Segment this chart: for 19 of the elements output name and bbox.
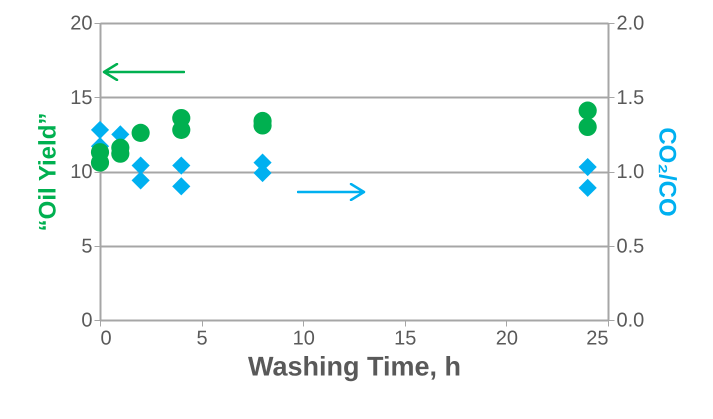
x-tick-label: 15: [394, 328, 416, 350]
x-axis-title: Washing Time, h: [248, 352, 462, 382]
y-tick-label: 10: [70, 161, 92, 183]
y-tick-label: 15: [70, 86, 92, 109]
y2-tick-label: 0.0: [616, 310, 644, 332]
y-tick-label: 0: [81, 310, 92, 332]
y-tick-label: 5: [81, 235, 92, 258]
x-tick-label: 0: [100, 328, 112, 350]
x-tick-label: 10: [292, 328, 315, 350]
y-tick-label: 20: [70, 12, 92, 34]
x-tick-label: 20: [496, 328, 518, 350]
y2-tick-label: 1.5: [616, 86, 644, 109]
y2-tick-label: 2.0: [616, 12, 644, 34]
y2-tick-label: 1.0: [616, 161, 644, 183]
x-tick-label: 5: [196, 328, 208, 350]
x-tick-label: 25: [586, 328, 608, 350]
y-axis-title: “Oil Yield”: [34, 112, 62, 232]
y2-axis-title: CO₂/CO: [653, 127, 680, 217]
y2-tick-label: 0.5: [616, 235, 644, 258]
